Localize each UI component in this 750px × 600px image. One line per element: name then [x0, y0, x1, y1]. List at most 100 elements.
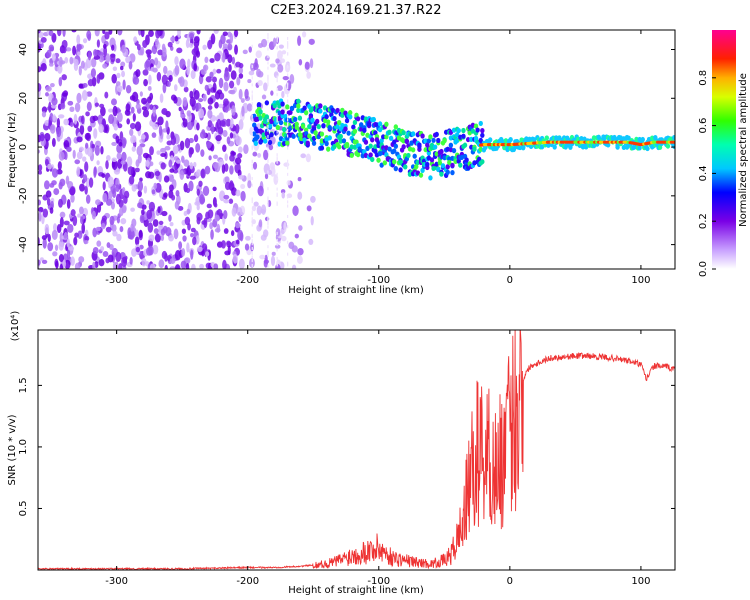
spectrogram-signal-cell: [344, 141, 350, 148]
spectrogram-signal-cell: [392, 148, 397, 154]
spectrogram-noise-cell: [76, 166, 81, 177]
spectrogram-noise-cell: [146, 247, 153, 256]
spectrogram-gap-streak: [287, 100, 289, 104]
spectrogram-noise-cell: [212, 82, 217, 93]
spectrogram-signal-cell: [461, 127, 466, 134]
spectrogram-noise-cell: [191, 263, 196, 269]
spectrogram-gap-streak: [267, 222, 269, 226]
spectrogram-noise-cell: [244, 88, 249, 99]
spectrogram-noise-cell: [111, 157, 117, 163]
spectrogram-noise-cell: [42, 237, 47, 249]
spectrogram-signal-cell: [377, 121, 383, 127]
spectrogram-noise-cell: [175, 190, 180, 197]
spectrogram-noise-cell: [160, 147, 166, 153]
spectrogram-gap-streak: [276, 115, 278, 119]
spectrogram-gap-streak: [276, 193, 278, 197]
spectrogram-gap-streak: [267, 128, 269, 132]
spectrogram-noise-cell: [252, 161, 258, 170]
spectrogram-signal-cell: [359, 122, 364, 128]
spectrogram-noise-cell: [116, 72, 121, 79]
spectrogram-noise-cell: [121, 151, 127, 162]
spectrogram-signal-cell: [462, 142, 468, 148]
spectrogram-noise-cell: [78, 256, 85, 263]
spectrogram-signal-cell: [456, 127, 461, 134]
spectrogram-signal-cell: [327, 135, 332, 141]
spectrogram-noise-cell: [205, 76, 212, 83]
spectrogram-noise-cell: [46, 197, 51, 206]
spectrogram-noise-cell: [248, 46, 252, 53]
spectrogram-noise-cell: [57, 161, 62, 171]
spectrogram-noise-cell: [188, 180, 194, 192]
spectrogram-gap-streak: [276, 263, 278, 267]
spectrogram-noise-cell: [115, 58, 121, 64]
spectrogram-gap-streak: [251, 147, 253, 151]
spectrogram-signal-cell: [365, 145, 370, 151]
spectrogram-noise-cell: [308, 38, 315, 45]
spectrogram-noise-cell: [101, 215, 107, 222]
spectrogram-noise-cell: [56, 126, 62, 138]
spectrogram-noise-cell: [168, 175, 175, 183]
spectrogram-signal-cell: [426, 138, 432, 144]
spectrogram-noise-cell: [192, 236, 197, 246]
spectrogram-noise-cell: [223, 210, 228, 220]
spectrogram-noise-cell: [51, 168, 58, 178]
spectrogram-noise-cell: [121, 205, 127, 214]
spectrogram-noise-cell: [128, 229, 135, 240]
spectrogram-noise-cell: [76, 43, 81, 51]
spectrogram-noise-cell: [126, 118, 131, 125]
spectrogram-noise-cell: [132, 76, 140, 85]
spectrogram-noise-cell: [304, 61, 310, 70]
spectrogram-xlabel: Height of straight line (km): [288, 285, 424, 296]
spectrogram-noise-cell: [167, 41, 173, 48]
spectrogram-signal-cell: [437, 160, 443, 166]
spectrogram-noise-cell: [206, 203, 212, 209]
spectrogram-noise-cell: [79, 206, 84, 215]
spectrogram-noise-cell: [244, 243, 250, 251]
spectrogram-noise-cell: [139, 214, 145, 224]
spectrogram-noise-cell: [51, 97, 58, 106]
spectrogram-noise-cell: [142, 109, 150, 118]
spectrogram-signal-cell: [412, 153, 417, 159]
spectrogram-noise-cell: [149, 104, 154, 110]
spectrogram-noise-cell: [248, 70, 255, 76]
spectrogram-noise-cell: [170, 36, 175, 42]
spectrogram-signal-cell: [252, 131, 257, 137]
spectrogram-noise-cell: [238, 66, 243, 75]
spectrogram-noise-cell: [229, 33, 234, 44]
spectrogram-gap-streak: [267, 196, 269, 200]
spectrogram-noise-cell: [235, 189, 241, 197]
spectrogram-noise-cell: [137, 180, 144, 192]
spectrogram-signal-cell: [352, 128, 358, 134]
spectrogram-signal-cell: [451, 148, 457, 154]
spectrogram-noise-cell: [165, 120, 169, 131]
spectrogram-noise-cell: [138, 229, 143, 239]
spectrogram-noise-cell: [193, 63, 198, 72]
spectrogram-noise-cell: [177, 30, 181, 38]
spectrogram-noise-cell: [204, 165, 211, 175]
spectrogram-gap-streak: [251, 255, 253, 259]
spectrogram-noise-cell: [147, 85, 152, 91]
spectrogram-noise-cell: [147, 53, 152, 60]
spectrogram-noise-cell: [209, 222, 213, 230]
spectrogram-noise-cell: [164, 145, 171, 151]
spectrogram-gap-streak: [276, 242, 278, 246]
spectrogram-noise-cell: [245, 235, 251, 241]
spectrogram-noise-cell: [95, 199, 101, 206]
spectrogram-gap-streak: [287, 45, 289, 49]
spectrogram-noise-cell: [111, 141, 117, 146]
spectrogram-noise-cell: [212, 154, 219, 160]
spectrogram-noise-cell: [111, 159, 118, 171]
spectrogram-noise-cell: [222, 43, 229, 49]
spectrogram-noise-cell: [80, 60, 85, 69]
spectrogram-noise-cell: [102, 181, 106, 191]
spectrogram-signal-cell: [344, 118, 350, 124]
spectrogram-noise-cell: [179, 140, 185, 151]
spectrogram-gap-streak: [287, 166, 289, 170]
spectrogram-noise-cell: [115, 135, 120, 144]
spectrogram-gap-streak: [251, 259, 253, 263]
spectrogram-noise-cell: [56, 117, 61, 128]
spectrogram-noise-cell: [195, 235, 200, 245]
spectrogram-noise-cell: [111, 224, 117, 233]
spectrogram-noise-cell: [174, 84, 178, 92]
spectrogram-gap-streak: [267, 187, 269, 191]
